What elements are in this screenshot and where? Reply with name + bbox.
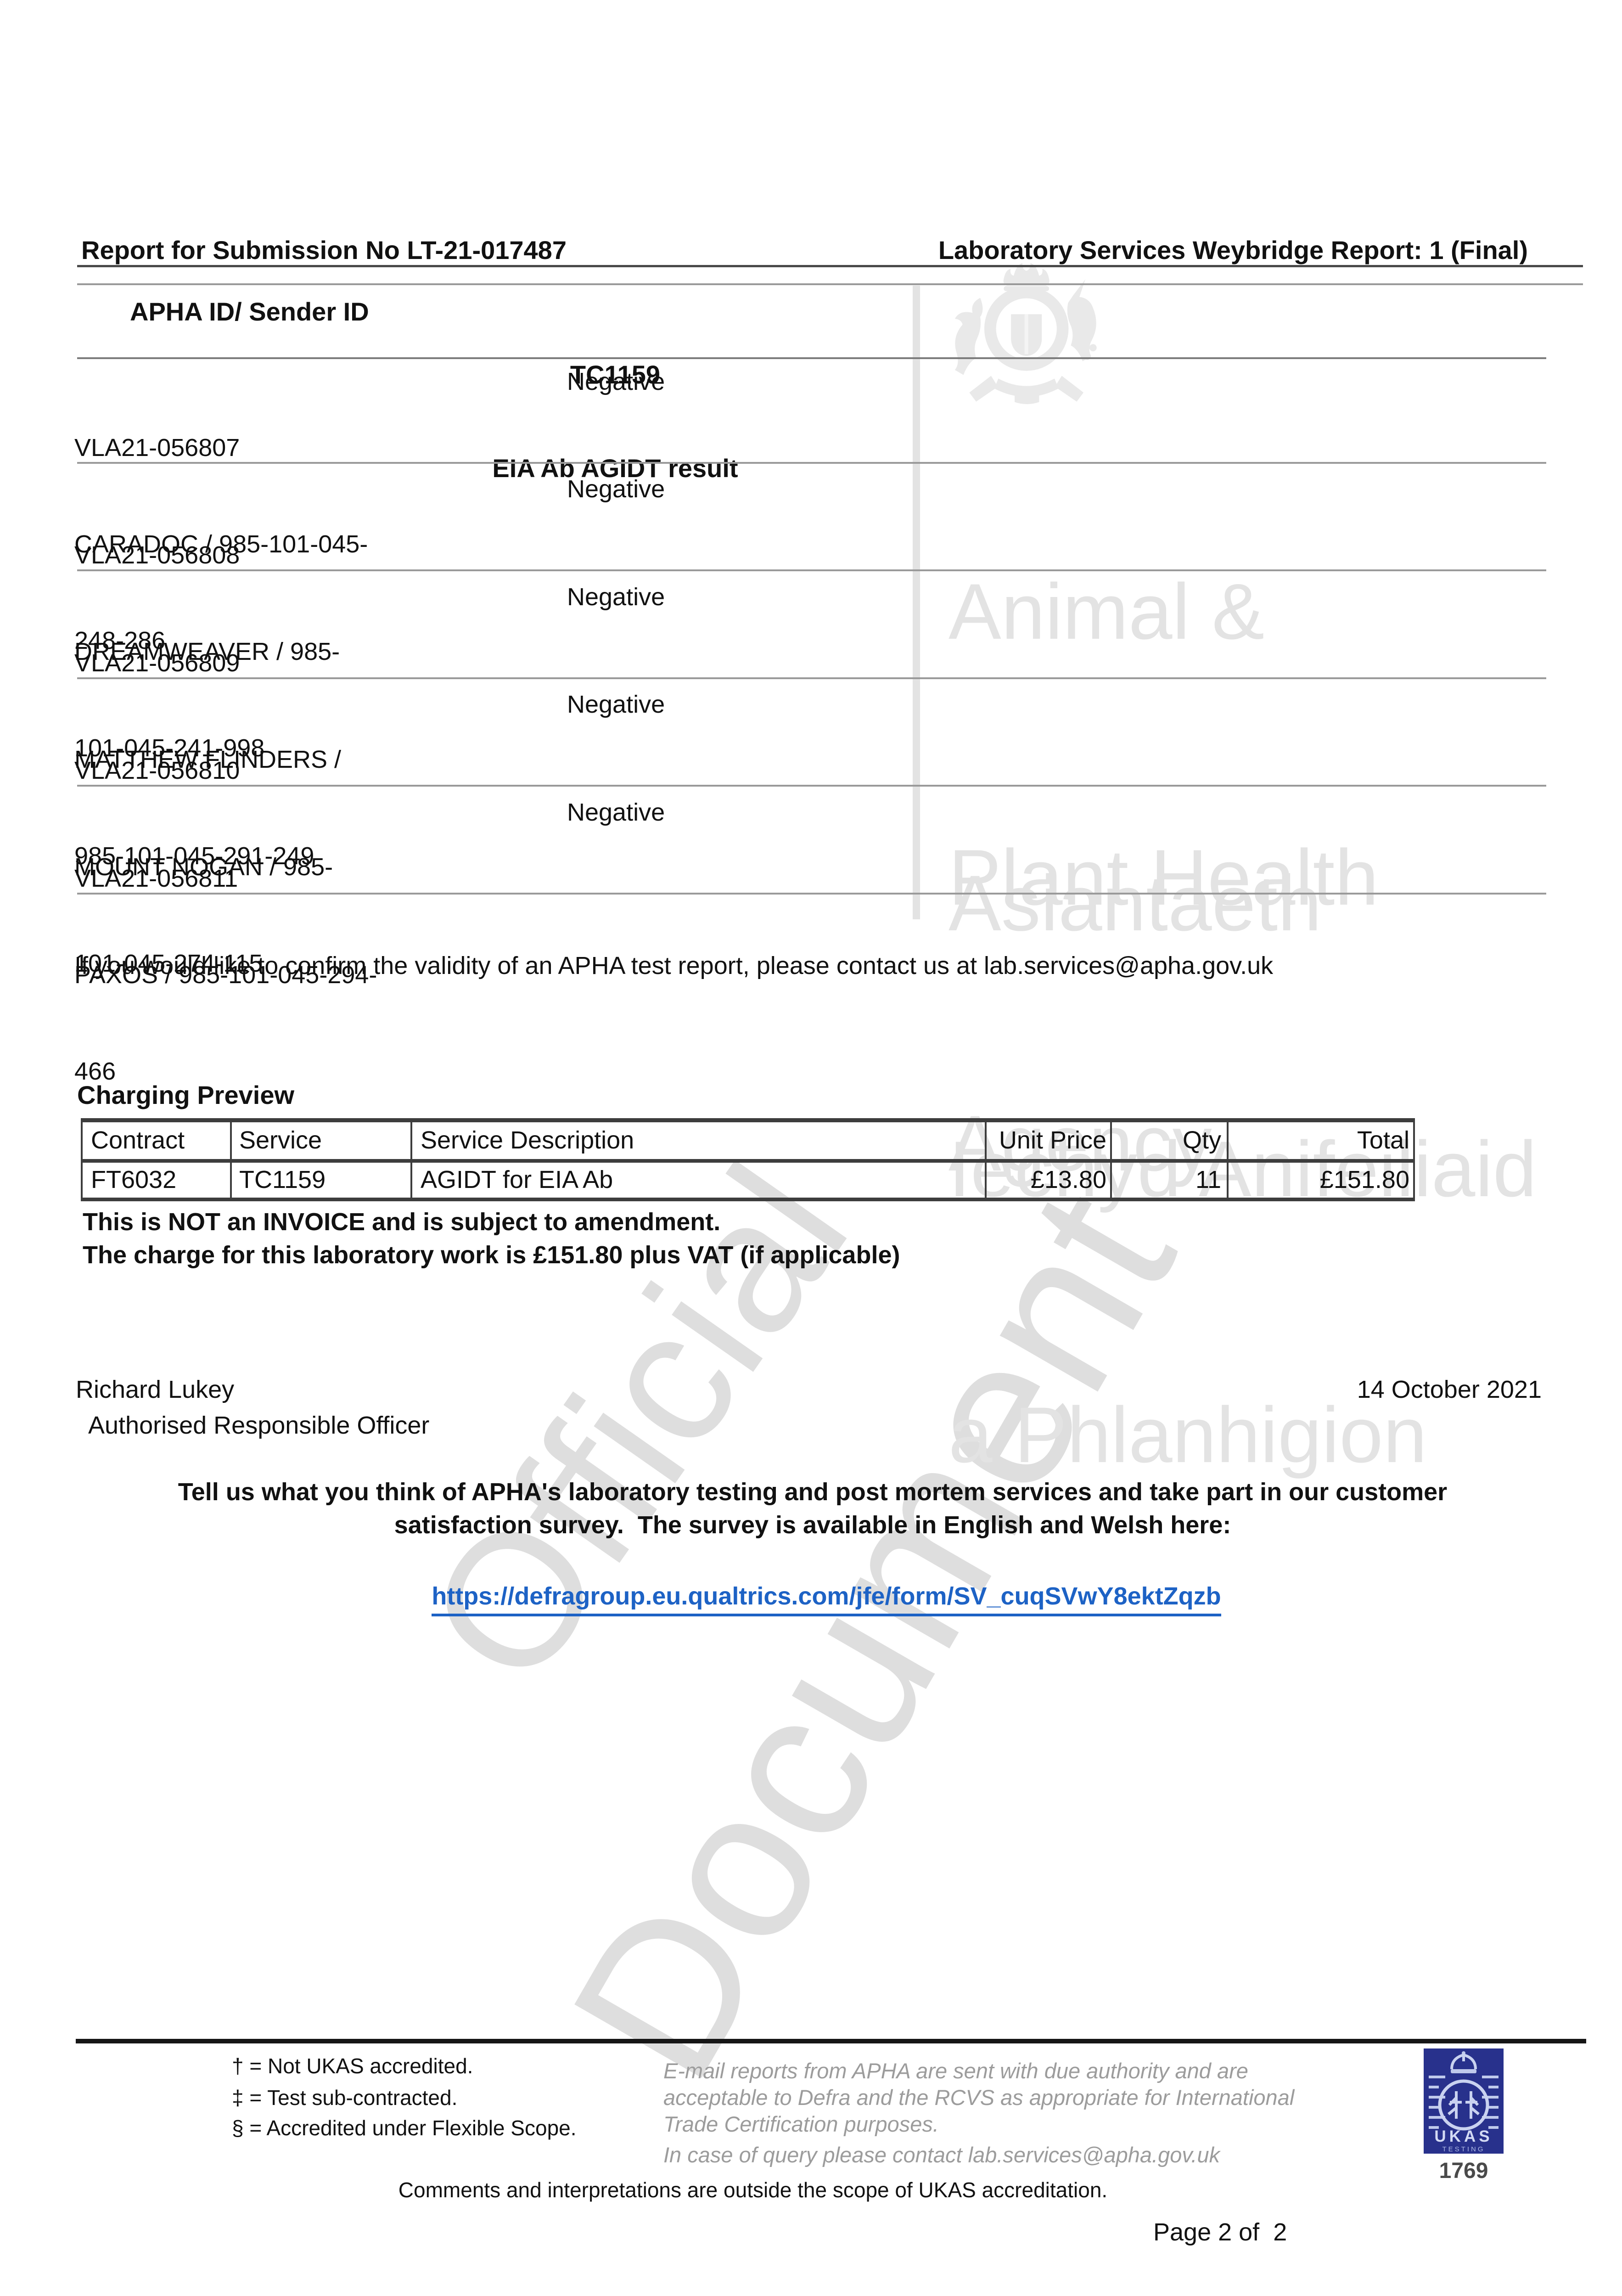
apha-watermark-line: Agency — [949, 1099, 1212, 1187]
results-col-header-test: TC1159 EIA Ab AGIDT result — [475, 297, 755, 546]
charging-col-header-unit-price: Unit Price — [985, 1122, 1110, 1159]
apha-watermark-line: Asiantaeth — [949, 859, 1322, 947]
ukas-sublabel: TESTING — [1442, 2145, 1485, 2153]
sample-sender-id: MATTHEW FLINDERS / — [74, 746, 342, 773]
email-authority-note-line: acceptable to Defra and the RCVS as appr… — [663, 2085, 1295, 2110]
results-col-header-apha-id: APHA ID/ Sender ID — [130, 297, 369, 326]
charging-cell-contract: FT6032 — [81, 1163, 230, 1198]
ukas-label: UKAS — [1434, 2127, 1493, 2145]
row-divider — [77, 677, 1546, 679]
apha-watermark-divider — [913, 286, 920, 919]
charging-preview-title: Charging Preview — [77, 1080, 295, 1109]
apha-watermark-line: Plant Health — [949, 833, 1379, 922]
result-row: VLA21-056810 MOUNT NOGAN / 985- 101-045-… — [74, 690, 451, 1044]
sample-sender-id: 101-045-274-115 — [74, 950, 263, 977]
sample-sender-id: 101-045-241-998 — [74, 734, 265, 762]
charging-col-header-qty: Qty — [1110, 1122, 1227, 1159]
row-divider — [77, 462, 1546, 464]
row-divider — [77, 785, 1546, 787]
charging-col-header-total: Total — [1227, 1122, 1415, 1159]
charging-col-header-service: Service — [230, 1122, 410, 1159]
page-number: Page 2 of 2 — [1153, 2218, 1287, 2246]
test-result: Negative — [567, 583, 665, 611]
not-invoice-note: This is NOT an INVOICE and is subject to… — [83, 1208, 721, 1236]
header-divider — [77, 283, 1583, 285]
survey-invite-line: Tell us what you think of APHA's laborat… — [178, 1478, 1448, 1506]
comments-scope-note: Comments and interpretations are outside… — [398, 2178, 1108, 2202]
header-divider — [77, 265, 1583, 267]
query-contact-note: In case of query please contact lab.serv… — [663, 2143, 1220, 2167]
footnote-flexible-scope: § = Accredited under Flexible Scope. — [232, 2116, 577, 2140]
sample-sender-id: DREAMWEAVER / 985- — [74, 638, 340, 665]
result-row: VLA21-056811 PAXOS / 985-101-045-294- 46… — [74, 798, 451, 1152]
sample-apha-id: VLA21-056809 — [74, 649, 240, 677]
charging-cell-unit-price: £13.80 — [985, 1163, 1110, 1198]
sample-apha-id: VLA21-056810 — [74, 757, 240, 784]
charging-header-row: Contract Service Service Description Uni… — [81, 1122, 1415, 1163]
report-date: 14 October 2021 — [1357, 1376, 1542, 1403]
apha-watermark-line: a Phlanhigion — [949, 1391, 1427, 1479]
charging-cell-total: £151.80 — [1227, 1163, 1415, 1198]
ukas-number: 1769 — [1439, 2159, 1488, 2183]
sample-apha-id: VLA21-056811 — [74, 865, 238, 892]
charging-data-row: FT6032 TC1159 AGIDT for EIA Ab £13.80 11… — [81, 1163, 1415, 1198]
results-header-divider — [77, 357, 1546, 359]
sample-sender-id: 985-101-045-291-249 — [74, 842, 314, 870]
apha-watermark-english: Animal & Plant Health Agency — [949, 390, 1379, 1365]
charge-amount-note: The charge for this laboratory work is £… — [83, 1241, 900, 1269]
email-authority-note-line: E-mail reports from APHA are sent with d… — [663, 2059, 1248, 2083]
test-result: Negative — [567, 368, 665, 395]
footer-divider — [76, 2039, 1586, 2043]
sample-sender-id: CARADOC / 985-101-045- — [74, 530, 368, 558]
sample-sender-id: MOUNT NOGAN / 985- — [74, 853, 333, 881]
survey-link-row: https://defragroup.eu.qualtrics.com/jfe/… — [78, 1553, 1547, 1639]
charging-cell-service: TC1159 — [230, 1163, 410, 1198]
result-row: VLA21-056809 MATTHEW FLINDERS / 985-101-… — [74, 583, 451, 936]
charging-col-header-contract: Contract — [81, 1122, 230, 1159]
officer-name: Richard Lukey — [76, 1376, 235, 1403]
charging-cell-qty: 11 — [1110, 1163, 1227, 1198]
test-code-label: TC1159 — [570, 360, 661, 389]
sample-sender-id: 466 — [74, 1058, 116, 1085]
charging-table: Contract Service Service Description Uni… — [81, 1118, 1415, 1201]
sample-apha-id: VLA21-056808 — [74, 541, 240, 569]
survey-link[interactable]: https://defragroup.eu.qualtrics.com/jfe/… — [432, 1582, 1221, 1616]
apha-watermark-line: Animal & — [949, 568, 1265, 656]
lab-report-heading: Laboratory Services Weybridge Report: 1 … — [938, 236, 1528, 264]
submission-number-heading: Report for Submission No LT-21-017487 — [81, 236, 567, 264]
test-result: Negative — [567, 475, 665, 503]
test-result: Negative — [567, 691, 665, 718]
royal-coat-of-arms-watermark — [954, 263, 1097, 405]
officer-role: Authorised Responsible Officer — [88, 1412, 430, 1439]
survey-invite-line: satisfaction survey. The survey is avail… — [394, 1511, 1231, 1539]
charging-cell-description: AGIDT for EIA Ab — [410, 1163, 985, 1198]
charging-col-header-description: Service Description — [410, 1122, 985, 1159]
sample-sender-id: PAXOS / 985-101-045-294- — [74, 961, 377, 989]
validity-note: If you would like to confirm the validit… — [74, 952, 1274, 979]
email-authority-note-line: Trade Certification purposes. — [663, 2112, 939, 2136]
result-row: VLA21-056807 CARADOC / 985-101-045- 248-… — [74, 367, 451, 721]
test-result: Negative — [567, 799, 665, 826]
sample-apha-id: VLA21-056807 — [74, 434, 240, 461]
result-row: VLA21-056808 DREAMWEAVER / 985- 101-045-… — [74, 475, 451, 828]
ukas-testing-logo: UKAS TESTING — [1424, 2048, 1504, 2154]
row-divider — [77, 893, 1546, 895]
footnote-subcontracted: ‡ = Test sub-contracted. — [232, 2086, 458, 2110]
row-divider — [77, 569, 1546, 571]
sample-sender-id: 248-286 — [74, 627, 166, 654]
test-name-label: EIA Ab AGIDT result — [492, 454, 738, 483]
footnote-not-accredited: † = Not UKAS accredited. — [232, 2054, 473, 2078]
